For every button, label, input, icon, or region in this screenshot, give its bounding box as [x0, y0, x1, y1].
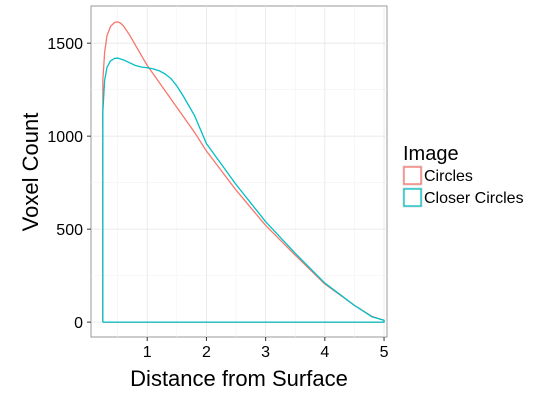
- x-tick-label: 2: [202, 344, 211, 361]
- series-line-closer-circles: [102, 57, 385, 323]
- legend-key-background: [402, 165, 423, 186]
- legend-item-closer-circles: Closer Circles: [402, 187, 524, 208]
- legend-label: Closer Circles: [424, 190, 524, 207]
- y-tick-label: 0: [74, 315, 83, 332]
- legend-label: Circles: [424, 168, 473, 185]
- y-tick-label: 500: [56, 222, 83, 239]
- x-axis: 1 2 3 4 5: [143, 337, 389, 361]
- x-axis-title: Distance from Surface: [130, 366, 348, 391]
- legend-key-swatch: [403, 188, 422, 207]
- legend: Image Circles Closer Circles: [402, 143, 524, 208]
- x-tick-label: 1: [143, 344, 152, 361]
- y-tick-label: 1500: [47, 36, 83, 53]
- legend-item-circles: Circles: [402, 165, 473, 186]
- legend-key-swatch: [403, 166, 422, 185]
- x-tick-label: 5: [380, 344, 389, 361]
- x-tick-label: 3: [261, 344, 270, 361]
- x-tick-label: 4: [320, 344, 329, 361]
- plot-panel: [90, 5, 388, 338]
- y-axis: 0 500 1000 1500: [47, 36, 91, 332]
- legend-title: Image: [403, 143, 459, 165]
- y-axis-title: Voxel Count: [18, 113, 43, 232]
- legend-key-background: [402, 187, 423, 208]
- data-series: [102, 21, 385, 323]
- y-tick-label: 1000: [47, 129, 83, 146]
